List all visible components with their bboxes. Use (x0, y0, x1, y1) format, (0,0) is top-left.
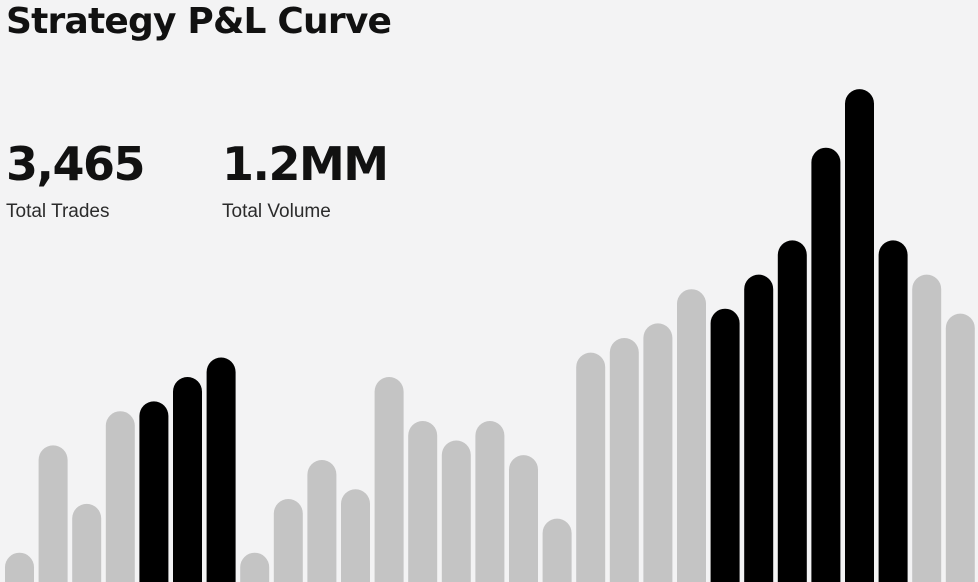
bar-14 (441, 440, 471, 582)
bar-3 (72, 503, 102, 582)
stat-total-trades: 3,465 Total Trades (6, 136, 146, 224)
bar-22 (710, 308, 740, 582)
bar-4 (105, 411, 135, 582)
bar-25 (811, 147, 841, 582)
stat-label: Total Trades (6, 201, 110, 222)
stat-label: Total Volume (222, 201, 331, 222)
bar-16 (509, 455, 538, 582)
bar-19 (609, 338, 639, 582)
bar-18 (576, 352, 606, 582)
bar-13 (408, 421, 438, 582)
bar-28 (912, 274, 942, 582)
bar-20 (643, 323, 673, 582)
bar-8 (240, 552, 270, 582)
page-title: Strategy P&L Curve (6, 1, 392, 42)
bar-29 (945, 313, 975, 582)
bar-1 (5, 552, 34, 582)
bar-2 (38, 445, 68, 582)
bar-7 (206, 357, 236, 582)
bar-21 (677, 289, 706, 582)
bar-17 (542, 518, 572, 582)
bar-11 (341, 489, 370, 582)
stat-value: 3,465 (6, 137, 146, 191)
bar-5 (139, 401, 169, 582)
stat-value: 1.2MM (222, 137, 389, 191)
bar-15 (475, 421, 505, 582)
stat-total-volume: 1.2MM Total Volume (222, 136, 389, 224)
bar-12 (374, 377, 404, 582)
bar-10 (307, 460, 337, 582)
bar-24 (777, 240, 807, 582)
bar-6 (173, 377, 202, 582)
bar-23 (744, 274, 774, 582)
bar-26 (845, 89, 874, 582)
bar-9 (273, 499, 303, 582)
bar-27 (878, 240, 908, 582)
